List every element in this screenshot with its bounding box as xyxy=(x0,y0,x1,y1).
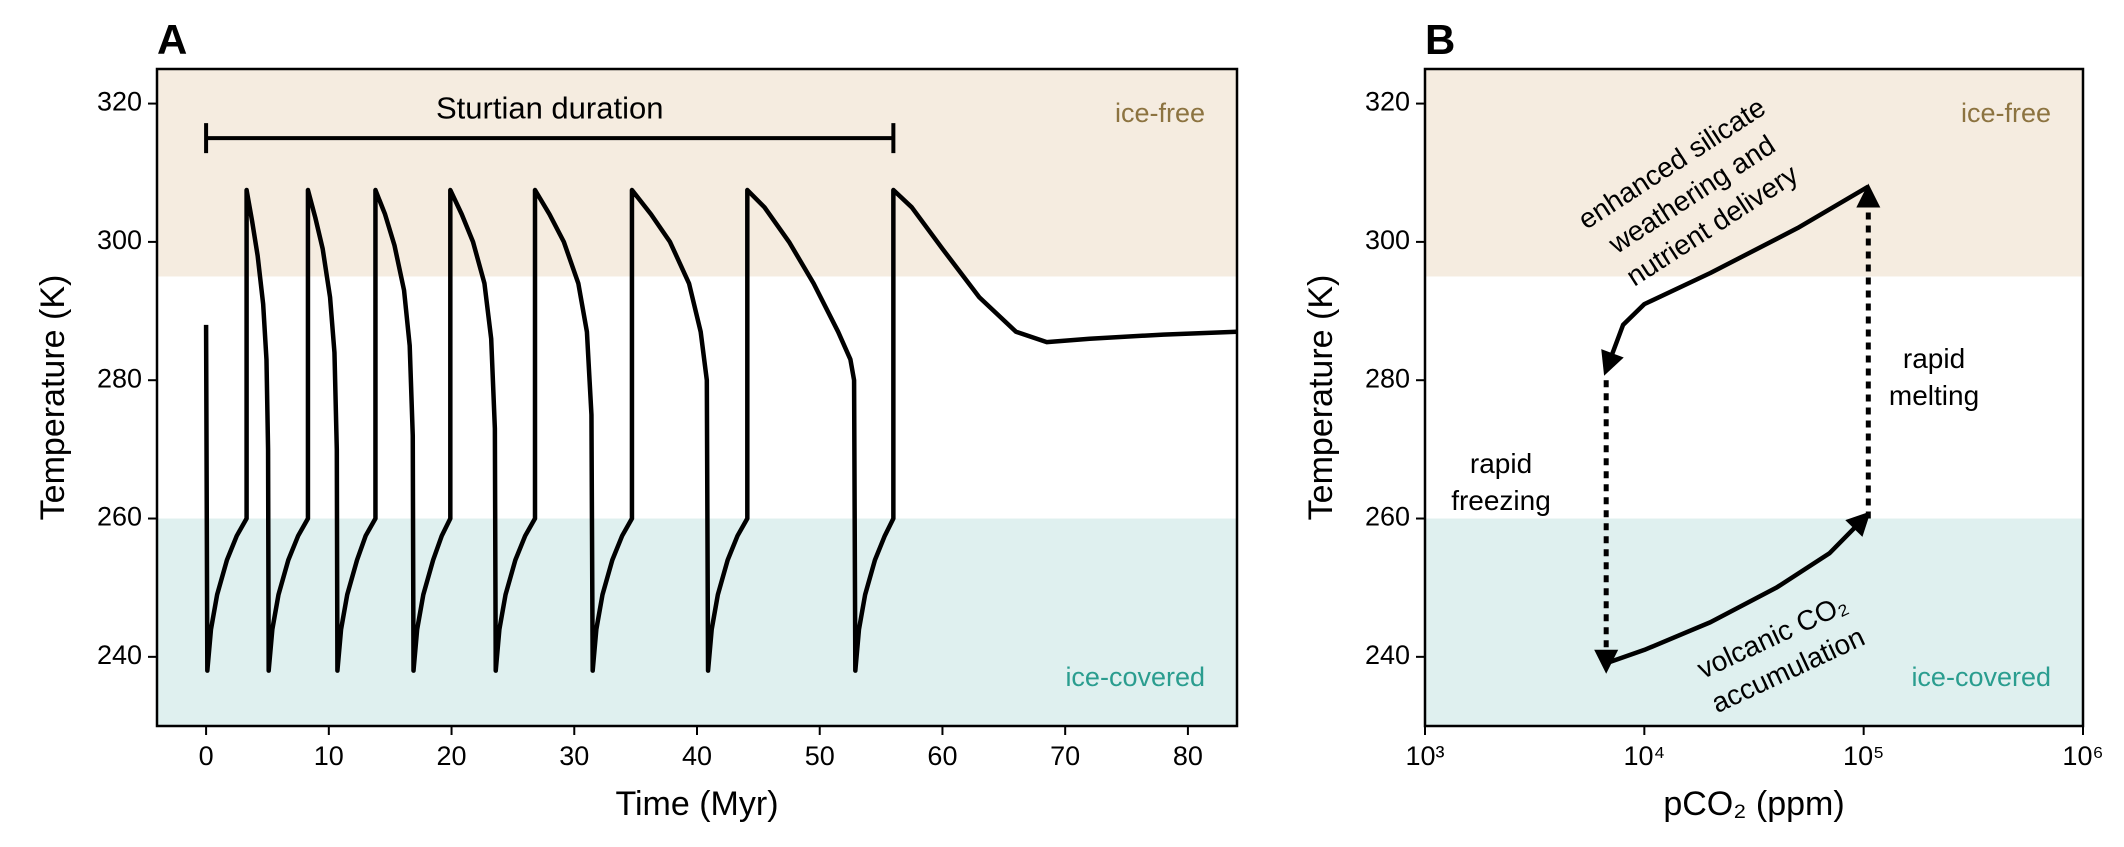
y-tick-label: 300 xyxy=(1365,225,1410,255)
arrow-head xyxy=(1856,183,1881,208)
annotation: Sturtian duration xyxy=(436,90,663,125)
y-tick-label: 240 xyxy=(97,640,142,670)
x-tick-label: 10⁶ xyxy=(2062,741,2103,771)
x-tick-label: 70 xyxy=(1050,741,1080,771)
y-tick-label: 300 xyxy=(97,225,142,255)
annotation-line: freezing xyxy=(1451,485,1551,516)
region-label: ice-free xyxy=(1961,98,2051,128)
y-tick-label: 320 xyxy=(1365,87,1410,117)
x-axis-label: pCO₂ (ppm) xyxy=(1663,785,1844,823)
annotation-line: rapid xyxy=(1903,343,1965,374)
x-tick-label: 50 xyxy=(805,741,835,771)
annotation-line: melting xyxy=(1889,380,1979,411)
x-tick-label: 10³ xyxy=(1405,741,1444,771)
y-axis-label: Temperature (K) xyxy=(34,275,72,521)
x-tick-label: 80 xyxy=(1173,741,1203,771)
region-label: ice-covered xyxy=(1911,662,2051,692)
x-tick-label: 10⁴ xyxy=(1624,741,1666,771)
x-tick-label: 40 xyxy=(682,741,712,771)
plot-area xyxy=(1594,183,1881,674)
x-tick-label: 20 xyxy=(437,741,467,771)
annotation: rapid freezing xyxy=(1451,448,1551,516)
panel-label: A xyxy=(157,16,187,63)
region xyxy=(1425,69,2083,277)
x-tick-label: 0 xyxy=(199,741,214,771)
region-label: ice-covered xyxy=(1065,662,1205,692)
x-tick-label: 10⁵ xyxy=(1843,741,1884,771)
series-line xyxy=(1604,516,1866,666)
y-tick-label: 240 xyxy=(1365,640,1410,670)
arrow-head xyxy=(1845,511,1871,537)
y-tick-label: 280 xyxy=(97,363,142,393)
x-tick-label: 10 xyxy=(314,741,344,771)
panel-label: B xyxy=(1425,16,1455,63)
region xyxy=(157,518,1237,726)
x-tick-label: 60 xyxy=(927,741,957,771)
annotation-line: rapid xyxy=(1470,448,1532,479)
x-axis-label: Time (Myr) xyxy=(615,785,778,823)
region-label: ice-free xyxy=(1115,98,1205,128)
arrow-head xyxy=(1594,649,1619,674)
y-tick-label: 280 xyxy=(1365,363,1410,393)
plot-area xyxy=(203,187,1237,673)
x-tick-label: 30 xyxy=(559,741,589,771)
series-line xyxy=(1605,184,1870,368)
y-tick-label: 320 xyxy=(97,87,142,117)
y-tick-label: 260 xyxy=(97,502,142,532)
annotation: rapid melting xyxy=(1889,343,1979,411)
region xyxy=(157,69,1237,277)
region xyxy=(1425,518,2083,726)
arrow-head xyxy=(1601,349,1624,376)
y-axis-label: Temperature (K) xyxy=(1302,275,1340,521)
y-tick-label: 260 xyxy=(1365,502,1410,532)
series-line xyxy=(203,187,1237,673)
axes-frame xyxy=(1423,67,2085,728)
duration-bracket xyxy=(204,123,896,154)
